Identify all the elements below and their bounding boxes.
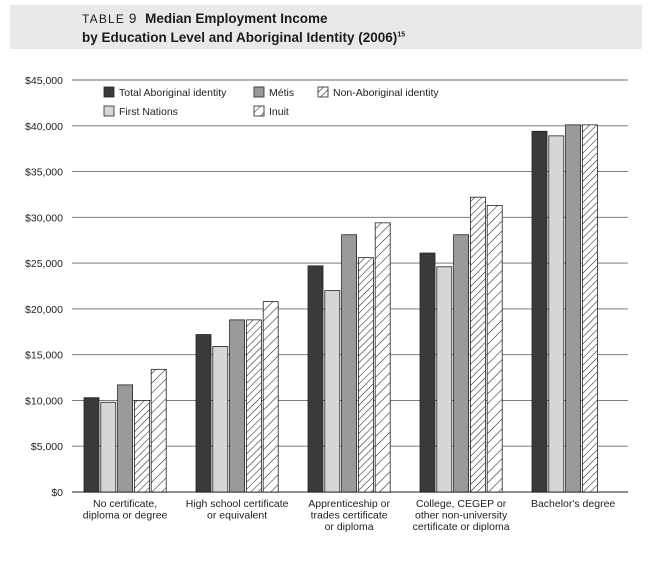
y-tick-label: $45,000 xyxy=(25,75,63,87)
bar xyxy=(212,346,229,493)
y-tick-label: $30,000 xyxy=(25,212,63,224)
y-tick-label: $5,000 xyxy=(31,441,63,453)
legend-swatch xyxy=(253,86,265,98)
bars xyxy=(83,124,598,493)
bar xyxy=(117,384,133,493)
bar xyxy=(548,135,565,493)
y-tick-label: $0 xyxy=(51,487,63,499)
bar xyxy=(419,252,436,493)
y-tick-label: $20,000 xyxy=(25,304,63,316)
bar xyxy=(436,266,453,493)
bar xyxy=(133,400,150,493)
legend-label: First Nations xyxy=(119,106,178,118)
x-category-labels: No certificate, diploma or degree High sch… xyxy=(83,498,616,533)
legend-label: Non-Aboriginal identity xyxy=(333,87,439,99)
x-category-label: High school certificate or equivalent xyxy=(186,498,289,522)
bar xyxy=(341,234,358,493)
bar xyxy=(83,397,100,493)
bar xyxy=(486,205,503,493)
legend-swatch xyxy=(103,105,115,117)
bar xyxy=(100,401,117,493)
bar xyxy=(245,319,262,493)
bar xyxy=(531,130,548,493)
x-category-label: Bachelor's degree xyxy=(531,498,615,510)
bar xyxy=(262,301,279,493)
footnote-marker: 15 xyxy=(397,31,406,39)
legend-swatch xyxy=(103,86,115,98)
bar xyxy=(229,319,246,493)
x-category-label: College, CEGEP or other non-university cer… xyxy=(413,498,510,533)
legend-label: Métis xyxy=(269,87,294,99)
y-tick-label: $25,000 xyxy=(25,258,63,270)
bar xyxy=(453,234,470,493)
bar xyxy=(374,222,391,493)
bar xyxy=(150,368,167,493)
y-tick-labels: $0 $5,000 $10,000 $15,000 $20,000 $25,000 $30,… xyxy=(25,75,63,499)
x-category-label: Apprenticeship or trades certificate or di… xyxy=(308,498,390,533)
y-tick-label: $10,000 xyxy=(25,395,63,407)
y-tick-label: $35,000 xyxy=(25,167,63,179)
table-number: 9 xyxy=(128,11,137,26)
title-text-2: by Education Level and Aboriginal Identi… xyxy=(82,30,398,45)
title-text-1: Median Employment Income xyxy=(145,11,328,26)
legend-swatch xyxy=(317,86,329,98)
bar xyxy=(582,124,598,493)
chart-title-line2: by Education Level and Aboriginal Identi… xyxy=(82,30,405,45)
bar xyxy=(565,124,581,493)
legend-label: Total Aboriginal identity xyxy=(119,87,227,99)
title-box: TABLE 9 Median Employment Income by Educ… xyxy=(10,5,642,49)
y-tick-label: $15,000 xyxy=(25,350,63,362)
bar xyxy=(469,196,486,493)
bar xyxy=(195,334,212,493)
bar xyxy=(324,290,341,493)
table-label: TABLE xyxy=(82,12,126,26)
legend-swatch xyxy=(253,105,265,117)
legend: Total Aboriginal identity First Nations Mé… xyxy=(103,86,439,118)
bar xyxy=(307,265,324,493)
legend-label: Inuit xyxy=(269,106,289,118)
x-category-label: No certificate, diploma or degree xyxy=(83,498,168,522)
chart-title-line1: TABLE 9 Median Employment Income xyxy=(82,11,327,26)
bar xyxy=(357,257,374,493)
y-tick-label: $40,000 xyxy=(25,121,63,133)
